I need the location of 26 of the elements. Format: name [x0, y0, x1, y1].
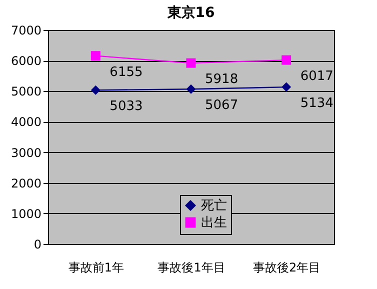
point	[186, 84, 196, 94]
data-label: 6155	[110, 64, 143, 80]
y-tick-label: 6000	[10, 54, 42, 68]
point	[282, 55, 292, 65]
legend-label: 出生	[201, 216, 227, 230]
y-tick-label: 4000	[10, 115, 42, 130]
x-tick-label: 事故後1年目	[158, 260, 226, 274]
data-label: 6017	[300, 69, 334, 84]
data-label: 5067	[205, 98, 238, 114]
point	[90, 85, 100, 95]
y-tick-label: 7000	[10, 24, 42, 38]
y-tick-label: 2000	[10, 176, 42, 190]
data-label: 5134	[300, 96, 334, 112]
point	[90, 51, 100, 61]
y-tick-label: 3000	[10, 146, 42, 160]
y-tick-label: 0	[34, 238, 42, 252]
data-label: 5918	[205, 72, 238, 88]
point	[282, 82, 292, 92]
legend-label: 死亡	[201, 198, 227, 214]
x-tick-label: 事故後2年目	[253, 260, 321, 274]
y-tick-label: 1000	[10, 206, 42, 221]
x-tick-label: 事故前1年	[68, 260, 124, 274]
y-tick-label: 5000	[10, 84, 42, 99]
data-label: 5033	[110, 99, 143, 114]
point	[186, 58, 196, 68]
chart-title: 東京16	[166, 4, 215, 21]
